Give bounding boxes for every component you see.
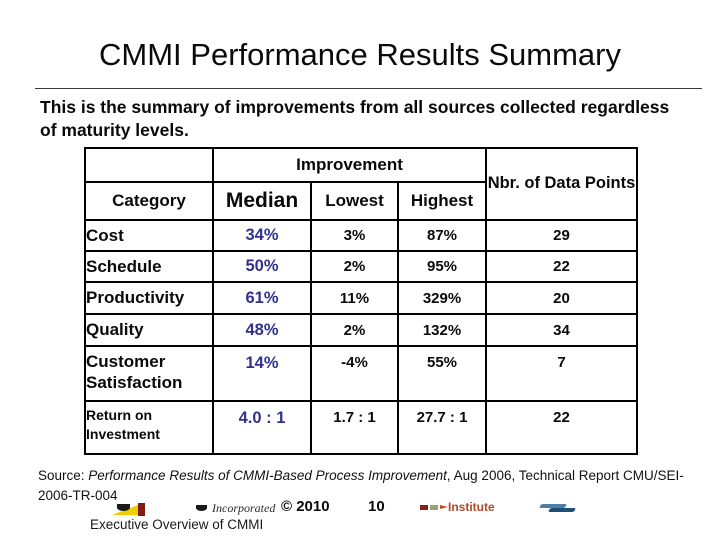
results-table: Improvement Nbr. of Data Points Category…: [84, 147, 638, 455]
page-title: CMMI Performance Results Summary: [99, 37, 621, 72]
table-row-quality: Quality 48% 2% 132% 34: [84, 313, 638, 347]
lowest-value: 11%: [310, 281, 399, 315]
lowest-value: 3%: [310, 219, 399, 252]
row-label: Cost: [84, 219, 214, 252]
incorporated-label: Incorporated: [212, 501, 276, 515]
median-value: 14%: [212, 345, 312, 402]
median-value: 34%: [212, 219, 312, 252]
data-points-header: Nbr. of Data Points: [485, 147, 638, 221]
points-value: 34: [485, 313, 638, 347]
source-prefix: Source:: [38, 468, 89, 483]
highest-value: 95%: [397, 250, 487, 283]
median-header: Median: [212, 181, 312, 221]
row-label: Customer Satisfaction: [84, 345, 214, 402]
intro-text: This is the summary of improvements from…: [40, 97, 670, 141]
points-value: 22: [485, 250, 638, 283]
highest-value: 55%: [397, 345, 487, 402]
category-header: Category: [84, 181, 214, 221]
points-value: 29: [485, 219, 638, 252]
row-label: Productivity: [84, 281, 214, 315]
lowest-value: -4%: [310, 345, 399, 402]
source-tail: 2006-TR-004: [38, 488, 118, 504]
title-divider: [35, 88, 702, 89]
highest-value: 27.7 : 1: [397, 400, 487, 455]
table-row-productivity: Productivity 61% 11% 329% 20: [84, 281, 638, 315]
source-citation: Source: Performance Results of CMMI-Base…: [38, 466, 706, 507]
crescent-glyph-icon: [196, 505, 207, 511]
lowest-value: 2%: [310, 313, 399, 347]
highest-header: Highest: [397, 181, 487, 221]
institute-logo-blocks-icon: [420, 505, 448, 510]
empty-header-cell: [84, 147, 214, 183]
source-report-title: Performance Results of CMMI-Based Proces…: [88, 468, 447, 483]
improvement-header: Improvement: [212, 147, 487, 183]
source-mid: , Aug 2006, Technical Report CMU/SEI-: [446, 468, 684, 483]
median-value: 61%: [212, 281, 312, 315]
median-value: 50%: [212, 250, 312, 283]
table-row-return-on-investment: Return on Investment 4.0 : 1 1.7 : 1 27.…: [84, 400, 638, 455]
row-label: Schedule: [84, 250, 214, 283]
points-value: 20: [485, 281, 638, 315]
pennant-bar-icon: [138, 503, 145, 516]
row-label: Return on Investment: [84, 400, 214, 455]
table-header-row-columns: Category Median Lowest Highest: [84, 181, 637, 221]
swoosh-logo-icon: [547, 508, 577, 512]
row-label: Quality: [84, 313, 214, 347]
table-row-cost: Cost 34% 3% 87% 29: [84, 219, 638, 252]
lowest-value: 2%: [310, 250, 399, 283]
institute-label: Institute: [448, 500, 495, 514]
highest-value: 329%: [397, 281, 487, 315]
highest-value: 132%: [397, 313, 487, 347]
footer-title: Executive Overview of CMMI: [90, 517, 264, 532]
table-row-schedule: Schedule 50% 2% 95% 22: [84, 250, 638, 283]
page-number: 10: [368, 498, 385, 515]
crescent-glyph-icon: [117, 504, 130, 511]
lowest-value: 1.7 : 1: [310, 400, 399, 455]
points-value: 22: [485, 400, 638, 455]
table-header-row-improvement: Improvement Nbr. of Data Points: [84, 147, 638, 221]
table-row-customer-satisfaction: Customer Satisfaction 14% -4% 55% 7: [84, 345, 638, 402]
lowest-header: Lowest: [310, 181, 399, 221]
highest-value: 87%: [397, 219, 487, 252]
points-value: 7: [485, 345, 638, 402]
copyright-label: © 2010: [281, 498, 330, 515]
median-value: 4.0 : 1: [212, 400, 312, 455]
median-value: 48%: [212, 313, 312, 347]
